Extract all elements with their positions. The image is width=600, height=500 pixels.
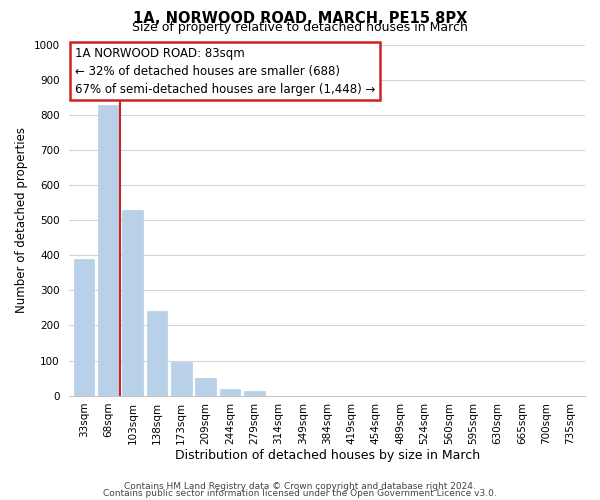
Bar [146,312,167,396]
Bar [220,388,240,396]
Bar [244,390,265,396]
Bar [171,362,191,396]
Bar [122,210,143,396]
Text: Contains HM Land Registry data © Crown copyright and database right 2024.: Contains HM Land Registry data © Crown c… [124,482,476,491]
Bar [74,259,94,396]
Text: 1A, NORWOOD ROAD, MARCH, PE15 8PX: 1A, NORWOOD ROAD, MARCH, PE15 8PX [133,11,467,26]
Text: 1A NORWOOD ROAD: 83sqm
← 32% of detached houses are smaller (688)
67% of semi-de: 1A NORWOOD ROAD: 83sqm ← 32% of detached… [74,47,375,96]
Text: Size of property relative to detached houses in March: Size of property relative to detached ho… [132,21,468,34]
Bar [195,378,216,396]
Bar [98,106,119,396]
Y-axis label: Number of detached properties: Number of detached properties [15,128,28,314]
X-axis label: Distribution of detached houses by size in March: Distribution of detached houses by size … [175,450,480,462]
Text: Contains public sector information licensed under the Open Government Licence v3: Contains public sector information licen… [103,488,497,498]
